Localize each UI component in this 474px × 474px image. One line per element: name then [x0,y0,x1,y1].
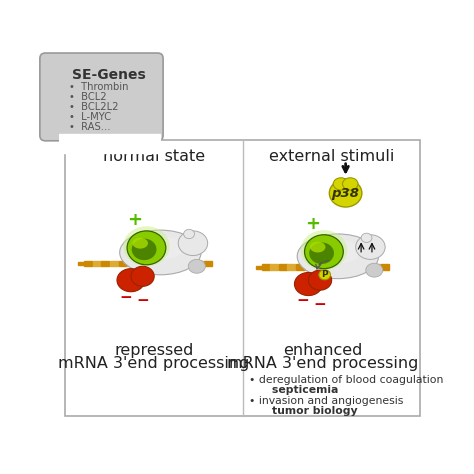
Ellipse shape [132,238,156,260]
Text: repressed: repressed [115,343,194,357]
Bar [364,264,372,270]
Ellipse shape [133,238,148,248]
Ellipse shape [329,179,362,207]
Ellipse shape [307,239,361,264]
Bar [118,261,126,266]
Bar [304,264,312,270]
Text: normal state: normal state [103,149,205,164]
Text: mRNA 3'end processing: mRNA 3'end processing [227,356,418,372]
Ellipse shape [131,266,154,286]
Text: •  BCL2: • BCL2 [69,92,106,102]
Bar [161,261,169,266]
Ellipse shape [333,178,349,190]
Bar [279,264,287,270]
Ellipse shape [309,242,334,264]
Ellipse shape [297,234,379,279]
Text: −: − [136,293,149,308]
Bar [373,264,381,270]
Bar [271,264,278,270]
Bar [195,261,203,266]
Text: mRNA 3'end processing: mRNA 3'end processing [58,356,250,372]
Ellipse shape [120,230,201,275]
Text: enhanced: enhanced [283,343,362,357]
Bar [347,264,355,270]
Text: • deregulation of blood coagulation: • deregulation of blood coagulation [249,375,444,385]
Ellipse shape [356,235,385,259]
Bar [338,264,346,270]
Bar [144,261,152,266]
Text: −: − [297,293,310,309]
Text: •  Thrombin: • Thrombin [69,82,128,92]
Bar [178,261,186,266]
Bar [170,261,177,266]
Ellipse shape [309,270,332,290]
Bar [313,264,321,270]
Text: +: + [128,211,142,229]
Text: septicemia: septicemia [257,385,338,395]
Bar [84,261,92,266]
Ellipse shape [343,178,358,190]
Ellipse shape [117,269,145,292]
Text: −: − [119,290,132,305]
Ellipse shape [301,230,347,270]
Bar [110,261,118,266]
Bar [78,262,84,265]
Ellipse shape [304,235,343,269]
Text: • invasion and angiogenesis: • invasion and angiogenesis [249,396,403,406]
Text: tumor biology: tumor biology [257,406,357,416]
Bar [330,264,338,270]
Bar [153,261,160,266]
Ellipse shape [310,242,326,253]
Bar [65,140,420,416]
Text: +: + [305,215,320,233]
Text: SE-Genes: SE-Genes [73,68,146,82]
Ellipse shape [123,226,170,266]
Bar [127,261,135,266]
Ellipse shape [319,270,330,280]
Bar [136,261,143,266]
Bar [93,261,100,266]
Text: •  L-MYC: • L-MYC [69,112,110,122]
Bar [296,264,304,270]
Bar [288,264,295,270]
Ellipse shape [178,231,208,255]
Bar [187,261,194,266]
Ellipse shape [366,263,383,277]
Text: p38: p38 [332,187,360,201]
Ellipse shape [129,236,183,260]
FancyBboxPatch shape [40,53,163,141]
Bar [255,265,262,269]
Text: −: − [314,297,327,311]
Text: •  RAS...: • RAS... [69,122,110,132]
Bar [356,264,364,270]
Bar [381,264,389,270]
Text: external stimuli: external stimuli [269,149,394,164]
Bar [262,264,270,270]
Ellipse shape [183,229,194,238]
Text: •  BCL2L2: • BCL2L2 [69,102,118,112]
Bar [59,134,160,153]
Bar [321,264,329,270]
Ellipse shape [361,233,372,242]
Ellipse shape [294,273,322,296]
Text: P: P [321,270,328,279]
Ellipse shape [127,231,166,265]
Bar [204,261,211,266]
Ellipse shape [188,259,205,273]
Bar [101,261,109,266]
